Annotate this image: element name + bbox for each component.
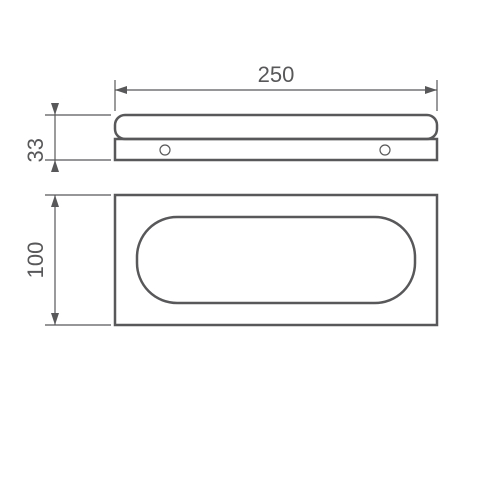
dimension-front-height: 100 (23, 195, 111, 325)
dimension-front-height-label: 100 (23, 242, 48, 279)
front-view (115, 195, 437, 325)
technical-drawing: 250 33 100 (0, 0, 500, 501)
dimension-width-label: 250 (258, 62, 295, 87)
hole-right (380, 145, 390, 155)
dimension-side-height: 33 (23, 103, 111, 172)
dimension-side-height-label: 33 (23, 138, 48, 162)
hole-left (160, 145, 170, 155)
side-view (115, 115, 437, 160)
dimension-width: 250 (115, 62, 437, 111)
slot (137, 217, 415, 303)
